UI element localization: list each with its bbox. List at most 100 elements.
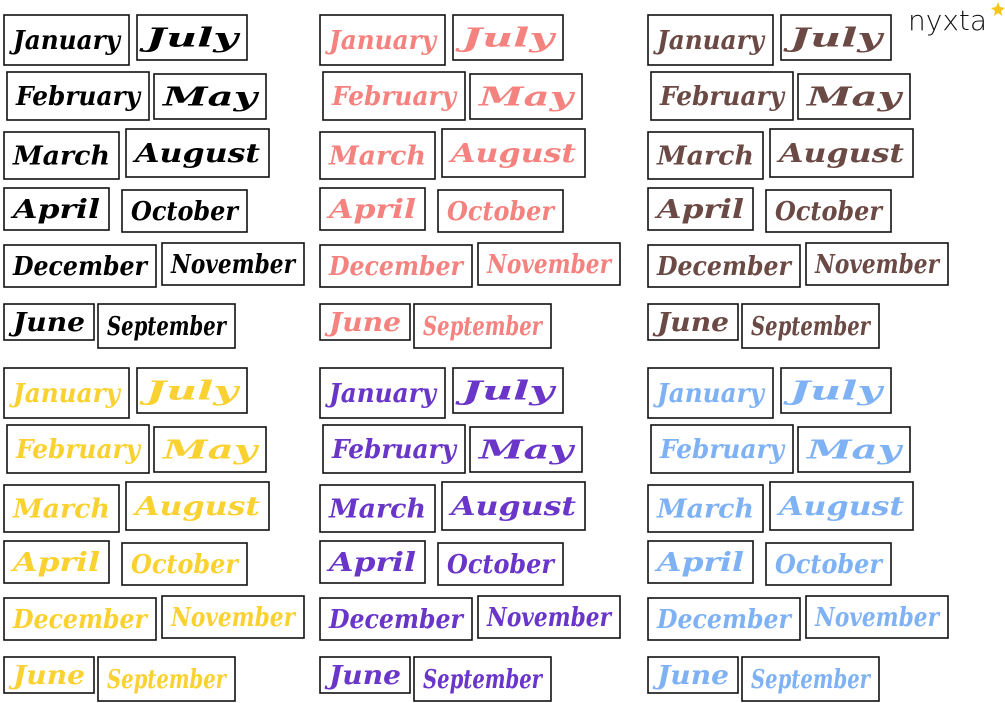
sticker-border <box>153 426 267 473</box>
sticker-border <box>319 484 436 533</box>
sticker-border <box>319 540 426 584</box>
sticker-border <box>647 540 754 584</box>
month-sticker: February <box>650 71 794 121</box>
sticker-border <box>647 656 739 694</box>
month-label: January <box>8 26 122 56</box>
month-sticker: May <box>797 73 911 120</box>
month-label: October <box>775 550 884 580</box>
month-sticker: March <box>3 131 120 180</box>
month-label: January <box>652 379 766 409</box>
month-label: August <box>131 139 260 169</box>
sticker-border <box>769 128 914 178</box>
sticker-border <box>647 244 801 288</box>
month-sticker: January <box>3 367 130 419</box>
month-sticker: December <box>3 597 157 641</box>
sticker-border <box>647 131 764 180</box>
month-label: June <box>324 661 401 691</box>
sticker-border <box>97 303 236 349</box>
sticker-border <box>780 14 892 61</box>
month-label: April <box>9 195 100 225</box>
month-label: August <box>447 492 576 522</box>
month-sticker: March <box>3 484 120 533</box>
month-sticker: October <box>765 542 892 586</box>
month-sticker: December <box>319 597 473 641</box>
month-label: May <box>805 83 903 113</box>
sticker-border <box>797 73 911 120</box>
sticker-border <box>647 597 801 641</box>
sticker-border <box>437 542 564 586</box>
sticker-group: January July February May March August April Oc… <box>3 14 305 349</box>
month-label: February <box>331 435 458 465</box>
month-label: February <box>331 82 458 112</box>
sticker-border <box>441 481 586 531</box>
month-label: July <box>454 24 557 54</box>
month-sticker: September <box>413 656 552 702</box>
sticker-border <box>319 367 446 419</box>
sticker-border <box>3 484 120 533</box>
sticker-border <box>3 597 157 641</box>
month-sticker: December <box>647 597 801 641</box>
month-sticker: November <box>477 595 621 639</box>
sticker-border <box>319 303 411 341</box>
month-label: December <box>328 605 465 635</box>
month-sticker: March <box>647 131 764 180</box>
month-sticker: March <box>319 131 436 180</box>
month-sticker: August <box>441 481 586 531</box>
month-sticker: February <box>650 424 794 474</box>
month-sticker: August <box>125 128 270 178</box>
sticker-border <box>161 242 305 286</box>
sticker-border <box>647 14 774 66</box>
month-sticker: July <box>136 14 248 61</box>
month-sticker: April <box>647 187 754 231</box>
sticker-border <box>319 131 436 180</box>
month-label: August <box>447 139 576 169</box>
month-label: January <box>652 26 766 56</box>
month-sticker: July <box>452 367 564 414</box>
month-sticker: January <box>319 367 446 419</box>
month-label: May <box>477 83 575 113</box>
month-label: April <box>653 195 744 225</box>
month-label: May <box>805 436 903 466</box>
sticker-group: January July February May March August April Oc… <box>647 14 949 349</box>
month-sticker: August <box>769 481 914 531</box>
month-sticker: April <box>319 187 426 231</box>
month-label: April <box>653 548 744 578</box>
month-label: March <box>12 142 110 172</box>
sticker-border <box>125 128 270 178</box>
sticker-border <box>319 656 411 694</box>
month-sticker: January <box>647 14 774 66</box>
month-label: October <box>131 550 240 580</box>
sticker-border <box>647 187 754 231</box>
sticker-border <box>413 303 552 349</box>
sticker-border <box>650 424 794 474</box>
month-label: May <box>477 436 575 466</box>
month-label: June <box>8 308 85 338</box>
sticker-border <box>780 367 892 414</box>
month-label: March <box>328 495 426 525</box>
month-sticker: July <box>136 367 248 414</box>
month-label: August <box>775 492 904 522</box>
sticker-border <box>121 542 248 586</box>
sticker-border <box>441 128 586 178</box>
month-label: December <box>328 252 465 282</box>
sticker-border <box>319 597 473 641</box>
month-sticker: September <box>97 303 236 349</box>
month-label: September <box>107 665 228 695</box>
sticker-group: January July February May March August April Oc… <box>647 367 949 702</box>
month-label: June <box>324 308 401 338</box>
month-label: July <box>782 377 885 407</box>
sticker-border <box>319 244 473 288</box>
sticker-border <box>477 595 621 639</box>
month-sticker: March <box>647 484 764 533</box>
month-label: March <box>656 495 754 525</box>
month-label: November <box>170 250 297 280</box>
month-sticker: December <box>647 244 801 288</box>
sticker-border <box>6 424 150 474</box>
month-sticker: August <box>125 481 270 531</box>
month-label: July <box>138 24 241 54</box>
month-sticker: February <box>322 424 466 474</box>
month-sticker: October <box>437 189 564 233</box>
month-sticker: November <box>161 595 305 639</box>
month-sticker: September <box>97 656 236 702</box>
